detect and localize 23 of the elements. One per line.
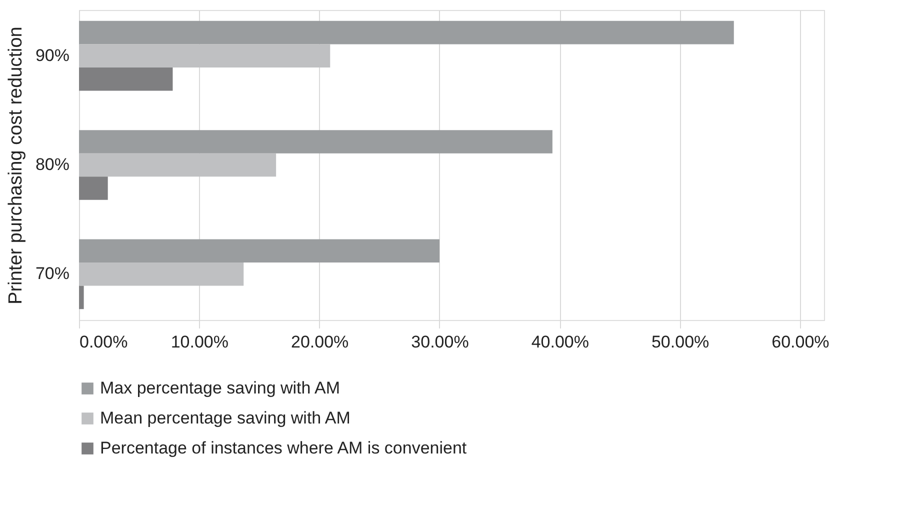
bar [79, 262, 244, 286]
bar [79, 44, 330, 68]
x-tick-label: 50.00% [651, 332, 710, 352]
bar [79, 176, 108, 200]
bar [79, 153, 276, 177]
legend-label: Max percentage saving with AM [100, 378, 340, 398]
legend-label: Mean percentage saving with AM [100, 408, 350, 428]
bar [79, 239, 440, 263]
x-tick-label: 30.00% [411, 332, 469, 352]
x-tick-label: 10.00% [170, 332, 228, 352]
bar [79, 20, 734, 44]
x-tick-label: 40.00% [531, 332, 589, 352]
y-tick-label: 80% [35, 155, 70, 174]
legend-label: Percentage of instances where AM is convenient [100, 438, 467, 458]
bar [79, 286, 84, 310]
y-tick-label: 90% [35, 46, 70, 65]
x-tick-label: 0.00% [80, 332, 128, 352]
x-tick-label: 20.00% [290, 332, 349, 352]
y-tick-label: 70% [35, 264, 70, 284]
x-tick-label: 60.00% [772, 332, 830, 352]
y-axis-title: Printer purchasing cost reduction [5, 26, 26, 304]
bar [79, 67, 173, 91]
bar [79, 130, 552, 154]
